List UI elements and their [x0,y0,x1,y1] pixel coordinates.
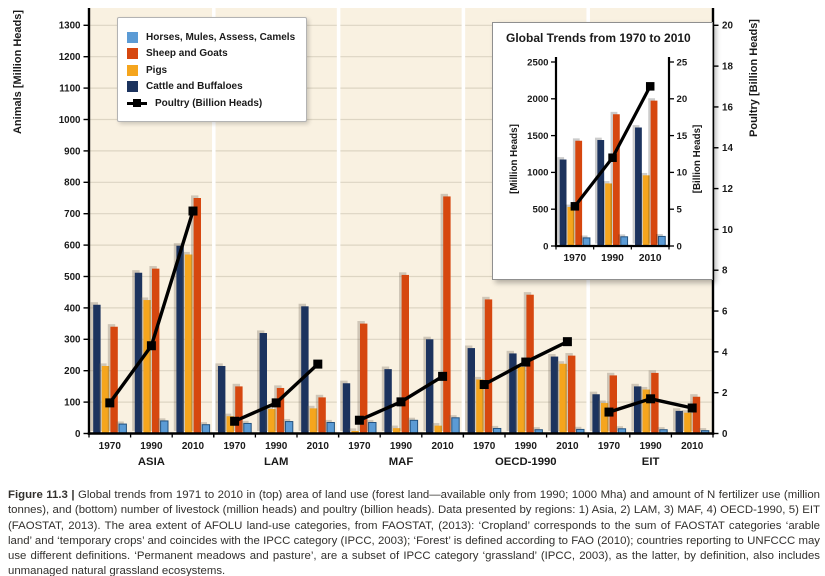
svg-text:4: 4 [722,347,728,358]
svg-text:Poultry [Billion Heads]: Poultry [Billion Heads] [748,19,760,137]
svg-text:20: 20 [677,94,688,105]
svg-text:0: 0 [75,429,81,440]
svg-text:1990: 1990 [140,441,163,452]
legend-label: Cattle and Buffaloes [146,81,243,92]
svg-text:2000: 2000 [527,94,548,105]
svg-text:18: 18 [722,62,733,73]
svg-text:2: 2 [722,388,728,399]
figure-caption: Figure 11.3 | Global trends from 1971 to… [8,488,820,576]
svg-text:8: 8 [722,266,728,277]
svg-text:1500: 1500 [527,131,548,142]
svg-text:1000: 1000 [527,168,548,179]
svg-text:900: 900 [64,146,81,157]
svg-text:1970: 1970 [563,253,586,264]
svg-text:14: 14 [722,143,733,154]
legend-item: Sheep and Goats [127,48,295,59]
global-trends-inset: Global Trends from 1970 to 2010 0 500 1000… [492,22,713,280]
legend-item: Poultry (Billion Heads) [127,98,295,109]
poultry-line-marker-icon [127,98,147,109]
svg-text:2010: 2010 [556,441,579,452]
svg-text:1990: 1990 [601,253,624,264]
svg-text:15: 15 [677,131,688,142]
svg-text:1100: 1100 [59,84,81,95]
legend-label: Poultry (Billion Heads) [155,97,263,109]
global-trends-inset-chart: 0 500 1000 1500 2000 2500 0 5 10 15 20 25 1970 1990 20… [509,57,703,264]
svg-text:[Billion Heads]: [Billion Heads] [692,125,703,194]
svg-text:1990: 1990 [265,441,288,452]
svg-text:10: 10 [677,168,688,179]
svg-text:2010: 2010 [681,441,704,452]
svg-text:800: 800 [64,178,81,189]
legend-color-swatch-icon [127,48,138,59]
svg-text:200: 200 [64,366,81,377]
svg-text:1970: 1970 [473,441,496,452]
caption-label: Figure 11.3 | [8,489,75,501]
svg-text:0: 0 [543,241,548,252]
legend-item: Pigs [127,64,295,76]
svg-text:1970: 1970 [99,441,122,452]
svg-text:500: 500 [64,272,81,283]
svg-text:500: 500 [532,205,548,216]
svg-text:700: 700 [64,209,81,220]
svg-text:Animals [Million Heads]: Animals [Million Heads] [12,10,24,134]
svg-text:10: 10 [722,225,733,236]
legend-label: Sheep and Goats [146,48,228,59]
legend-item: Horses, Mules, Assess, Camels [127,31,296,43]
legend-color-swatch-icon [127,64,138,76]
svg-text:100: 100 [64,398,81,409]
inset-title: Global Trends from 1970 to 2010 [506,31,691,45]
svg-text:5: 5 [677,205,683,216]
legend-color-swatch-icon [127,81,138,92]
legend-item: Cattle and Buffaloes [127,81,295,92]
svg-text:0: 0 [677,241,682,252]
svg-text:1970: 1970 [598,441,621,452]
legend-color-swatch-icon [127,31,138,43]
svg-text:1990: 1990 [390,441,413,452]
svg-text:300: 300 [64,335,81,346]
chart-legend: Horses, Mules, Assess, Camels Sheep and G… [117,17,308,122]
svg-text:0: 0 [722,429,728,440]
svg-text:1990: 1990 [515,441,538,452]
svg-text:1200: 1200 [59,52,81,63]
svg-text:1990: 1990 [639,441,662,452]
svg-text:EIT: EIT [642,456,660,468]
svg-text:OECD-1990: OECD-1990 [495,456,557,468]
svg-text:12: 12 [722,184,733,195]
svg-text:20: 20 [722,21,733,32]
svg-text:16: 16 [722,102,733,113]
svg-text:2010: 2010 [431,441,454,452]
svg-text:1970: 1970 [348,441,371,452]
legend-label: Pigs [146,64,168,76]
svg-text:2010: 2010 [182,441,205,452]
svg-text:1970: 1970 [223,441,246,452]
svg-text:1300: 1300 [59,21,81,32]
svg-text:MAF: MAF [389,456,414,468]
svg-text:ASIA: ASIA [138,456,165,468]
svg-text:2500: 2500 [527,57,548,68]
svg-text:2010: 2010 [307,441,330,452]
svg-text:600: 600 [64,241,81,252]
svg-text:[Million Heads]: [Million Heads] [509,124,520,194]
svg-text:LAM: LAM [264,456,288,468]
svg-text:1000: 1000 [59,115,81,126]
svg-text:25: 25 [677,57,688,68]
legend-label: Horses, Mules, Assess, Camels [146,31,296,43]
svg-text:6: 6 [722,306,728,317]
caption-text: Global trends from 1971 to 2010 in (top)… [8,489,820,576]
svg-text:400: 400 [64,303,81,314]
svg-text:2010: 2010 [639,253,662,264]
